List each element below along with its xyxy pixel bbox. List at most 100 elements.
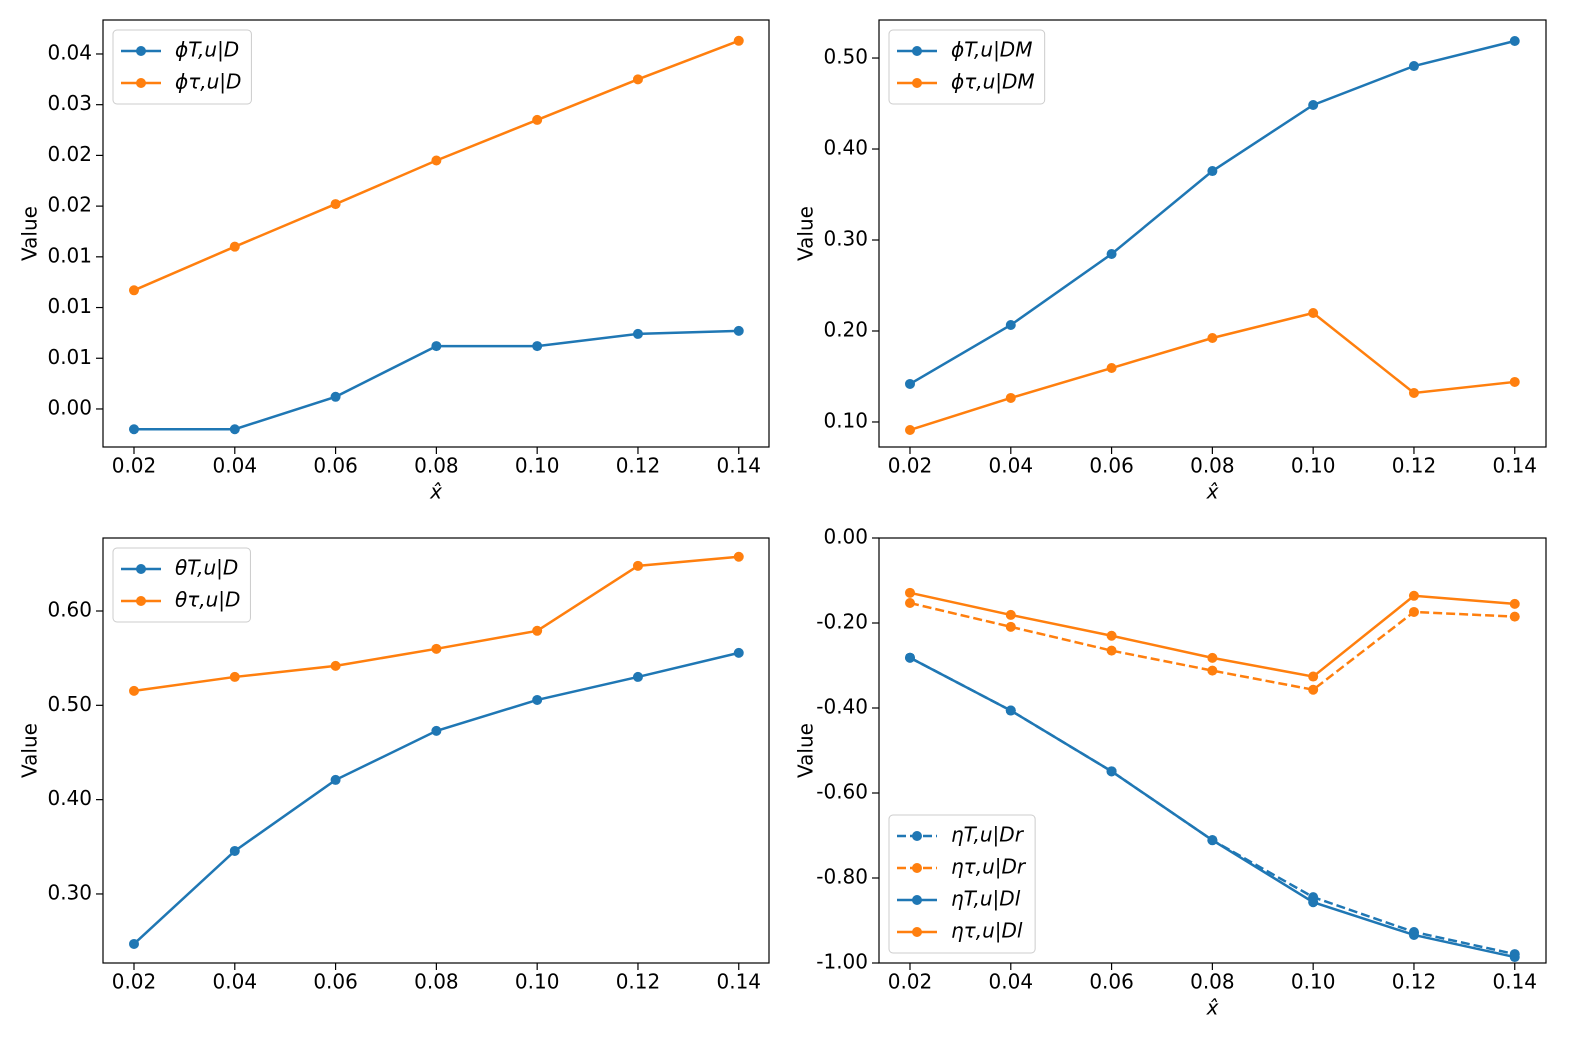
y-tick-label: -0.60 <box>816 780 868 804</box>
marker <box>431 725 442 736</box>
y-tick-label: 0.02 <box>47 193 92 217</box>
legend-marker <box>912 46 922 56</box>
marker <box>1207 652 1218 663</box>
x-tick-label: 0.06 <box>1089 970 1134 994</box>
y-tick-label: 0.20 <box>823 317 868 341</box>
y-tick-label: 0.10 <box>823 408 868 432</box>
marker <box>1308 307 1319 318</box>
marker <box>128 285 139 296</box>
legend-label: ηT,u|Dl <box>951 887 1021 911</box>
x-tick-label: 0.06 <box>313 970 358 994</box>
marker <box>1408 61 1419 72</box>
x-tick-label: 0.02 <box>112 454 157 478</box>
y-tick-label: 0.01 <box>47 243 92 267</box>
legend-marker <box>912 78 922 88</box>
legend-label: ϕT,u|D <box>175 38 239 62</box>
subplot: 0.02 0.04 0.06 0.08 0.10 0.12 0.14 0.10 0.20 0.30… <box>794 19 1547 504</box>
marker <box>1005 609 1016 620</box>
legend-marker <box>912 895 922 905</box>
x-tick-label: 0.10 <box>1291 970 1336 994</box>
marker <box>733 551 744 562</box>
y-tick-label: 0.50 <box>823 45 868 69</box>
y-tick-label: 0.04 <box>47 40 92 64</box>
legend-label: ϕτ,u|DM <box>951 70 1035 94</box>
y-axis-label: Value <box>794 723 818 778</box>
y-tick-label: 0.30 <box>823 227 868 251</box>
marker <box>1106 249 1117 260</box>
marker <box>128 424 139 435</box>
x-tick-label: 0.08 <box>414 454 459 478</box>
legend-marker <box>136 564 146 574</box>
legend-marker <box>136 78 146 88</box>
y-tick-label: -0.40 <box>816 695 868 719</box>
x-tick-label: 0.02 <box>888 970 933 994</box>
marker <box>1408 929 1419 940</box>
marker <box>1308 897 1319 908</box>
marker <box>1509 611 1520 622</box>
legend-marker <box>912 863 922 873</box>
legend-marker <box>136 46 146 56</box>
marker <box>330 660 341 671</box>
marker <box>632 671 643 682</box>
y-tick-label: 0.30 <box>47 880 92 904</box>
legend-marker <box>912 927 922 937</box>
legend-marker <box>136 596 146 606</box>
subplot: 0.02 0.04 0.06 0.08 0.10 0.12 0.14 -1.00 -0.80 -0… <box>794 525 1547 1020</box>
y-tick-label: 0.02 <box>47 142 92 166</box>
marker <box>1509 952 1520 963</box>
marker <box>733 647 744 658</box>
marker <box>1207 835 1218 846</box>
marker <box>431 643 442 654</box>
marker <box>1207 166 1218 177</box>
x-tick-label: 0.14 <box>1492 454 1537 478</box>
marker <box>1308 99 1319 110</box>
x-tick-label: 0.10 <box>515 970 560 994</box>
y-axis-label: Value <box>18 723 42 778</box>
marker <box>229 845 240 856</box>
marker <box>1308 671 1319 682</box>
y-tick-label: 0.50 <box>47 692 92 716</box>
legend-label: ϕT,u|DM <box>951 38 1032 62</box>
x-tick-label: 0.04 <box>989 970 1034 994</box>
marker <box>1207 665 1218 676</box>
x-tick-label: 0.04 <box>213 454 258 478</box>
legend: ηT,u|Dr ητ,u|Dr ηT,u|Dl ητ,u|Dl <box>888 814 1036 954</box>
marker <box>1005 392 1016 403</box>
marker <box>1005 705 1016 716</box>
marker <box>1509 598 1520 609</box>
marker <box>229 241 240 252</box>
subplot: 0.02 0.04 0.06 0.08 0.10 0.12 0.14 0.30 0.40 0.50… <box>18 537 770 994</box>
marker <box>632 560 643 571</box>
x-axis-label: x̂ <box>1206 996 1219 1020</box>
subplot: 0.02 0.04 0.06 0.08 0.10 0.12 0.14 0.00 0.01 0.01… <box>18 19 770 504</box>
marker <box>1509 376 1520 387</box>
marker <box>330 391 341 402</box>
legend-marker <box>912 831 922 841</box>
x-tick-label: 0.02 <box>888 454 933 478</box>
y-tick-label: 0.00 <box>823 525 868 549</box>
x-tick-label: 0.10 <box>515 454 560 478</box>
y-tick-label: 0.40 <box>823 136 868 160</box>
marker <box>1207 332 1218 343</box>
marker <box>532 694 543 705</box>
marker <box>733 35 744 46</box>
y-tick-label: 0.00 <box>47 395 92 419</box>
marker <box>532 114 543 125</box>
marker <box>1005 621 1016 632</box>
y-tick-label: 0.40 <box>47 786 92 810</box>
legend-label: ϕτ,u|D <box>175 70 241 94</box>
marker <box>330 774 341 785</box>
series-line <box>909 601 1515 692</box>
marker <box>330 199 341 210</box>
marker <box>1408 387 1419 398</box>
marker <box>229 424 240 435</box>
marker <box>1308 684 1319 695</box>
x-tick-label: 0.04 <box>213 970 258 994</box>
marker <box>1106 630 1117 641</box>
x-tick-label: 0.10 <box>1291 454 1336 478</box>
legend-label: ητ,u|Dr <box>951 855 1027 879</box>
x-tick-label: 0.08 <box>1190 970 1235 994</box>
y-tick-label: 0.01 <box>47 294 92 318</box>
y-tick-label: 0.60 <box>47 598 92 622</box>
